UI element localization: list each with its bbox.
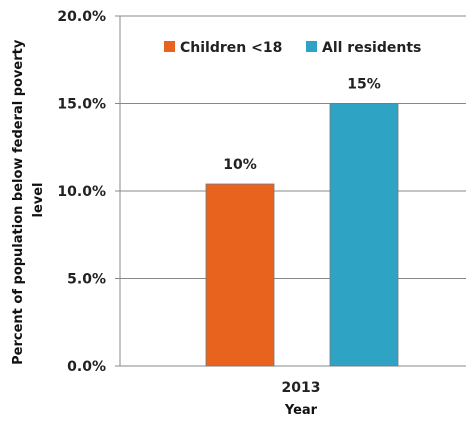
legend: Children <18 All residents	[164, 40, 421, 56]
y-tick-label: 20.0%	[57, 9, 106, 25]
legend-swatch-all-residents	[306, 41, 317, 52]
bar-children	[205, 183, 275, 367]
legend-label-all-residents: All residents	[322, 40, 421, 56]
y-axis-title: Percent of population below federal pove…	[11, 35, 46, 365]
y-axis-title-line-2: level	[31, 182, 46, 217]
x-axis-title: Year	[284, 403, 318, 418]
y-tick-labels: 0.0% 5.0% 10.0% 15.0% 20.0%	[57, 9, 106, 375]
bar-data-label: 10%	[223, 157, 257, 173]
y-tick-label: 0.0%	[67, 359, 106, 375]
y-axis-title-line-1: Percent of population below federal pove…	[11, 39, 26, 365]
bar-data-labels: 10% 15%	[223, 77, 381, 174]
y-tick-label: 15.0%	[57, 97, 106, 113]
y-tick-label: 5.0%	[67, 272, 106, 288]
bar-all-residents	[329, 103, 399, 367]
y-tick-label: 10.0%	[57, 184, 106, 200]
legend-swatch-children	[164, 41, 175, 52]
x-tick-label: 2013	[282, 380, 321, 396]
legend-label-children: Children <18	[180, 40, 282, 56]
gridlines	[115, 15, 466, 367]
bar-data-label: 15%	[347, 77, 381, 93]
bars	[205, 103, 399, 367]
